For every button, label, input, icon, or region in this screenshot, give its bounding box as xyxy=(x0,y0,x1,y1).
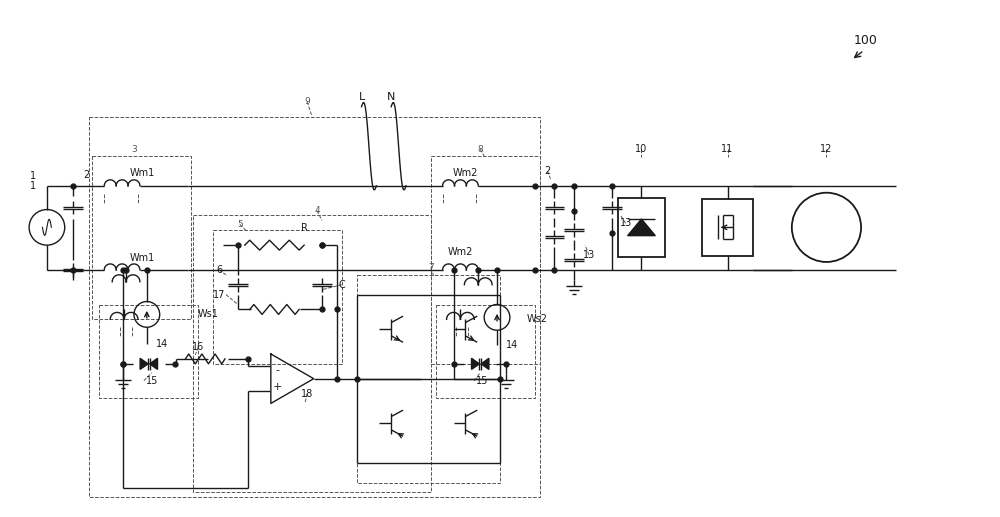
Text: 7: 7 xyxy=(428,263,434,272)
Bar xyxy=(92,156,191,320)
Text: Ws1: Ws1 xyxy=(198,309,219,320)
Text: 14: 14 xyxy=(506,340,518,350)
Text: -: - xyxy=(276,366,280,375)
Bar xyxy=(213,230,342,364)
Text: 15: 15 xyxy=(476,376,488,386)
Text: 14: 14 xyxy=(156,339,168,349)
Text: L: L xyxy=(358,92,365,102)
Text: 1: 1 xyxy=(30,171,36,181)
Polygon shape xyxy=(481,358,489,369)
Text: 4: 4 xyxy=(314,206,320,215)
Text: 2: 2 xyxy=(83,170,90,180)
Text: C: C xyxy=(338,280,345,290)
Bar xyxy=(357,275,500,482)
Text: 5: 5 xyxy=(237,220,243,229)
Text: 2: 2 xyxy=(544,166,551,176)
Bar xyxy=(193,216,431,493)
Text: Ws2: Ws2 xyxy=(527,314,548,324)
Polygon shape xyxy=(150,358,158,369)
Text: 1: 1 xyxy=(30,181,36,191)
Bar xyxy=(436,305,535,399)
Text: R: R xyxy=(301,223,308,233)
Text: 3: 3 xyxy=(131,145,137,154)
Text: 100: 100 xyxy=(854,34,878,47)
Text: 11: 11 xyxy=(721,144,734,154)
Text: 13: 13 xyxy=(620,218,632,229)
Text: 8: 8 xyxy=(477,145,483,154)
Bar xyxy=(99,305,198,399)
Text: 13: 13 xyxy=(583,250,595,260)
Text: 9: 9 xyxy=(304,97,310,106)
Text: Wm1: Wm1 xyxy=(129,168,155,178)
Text: 10: 10 xyxy=(635,144,648,154)
Text: 12: 12 xyxy=(820,144,833,154)
Polygon shape xyxy=(628,219,655,236)
Bar xyxy=(702,199,753,256)
Text: 16: 16 xyxy=(192,342,204,352)
Text: 18: 18 xyxy=(301,389,313,399)
Text: 17: 17 xyxy=(213,290,225,300)
Polygon shape xyxy=(472,358,479,369)
Bar xyxy=(618,197,665,257)
Text: 6: 6 xyxy=(216,265,222,275)
Polygon shape xyxy=(140,358,148,369)
Text: Wm1: Wm1 xyxy=(129,253,155,263)
Text: +: + xyxy=(273,382,282,392)
Text: Wm2: Wm2 xyxy=(448,247,473,257)
Text: Wm2: Wm2 xyxy=(453,168,478,178)
Text: N: N xyxy=(387,92,395,102)
Text: 15: 15 xyxy=(146,376,158,386)
Bar xyxy=(89,116,540,497)
Bar xyxy=(431,156,540,364)
